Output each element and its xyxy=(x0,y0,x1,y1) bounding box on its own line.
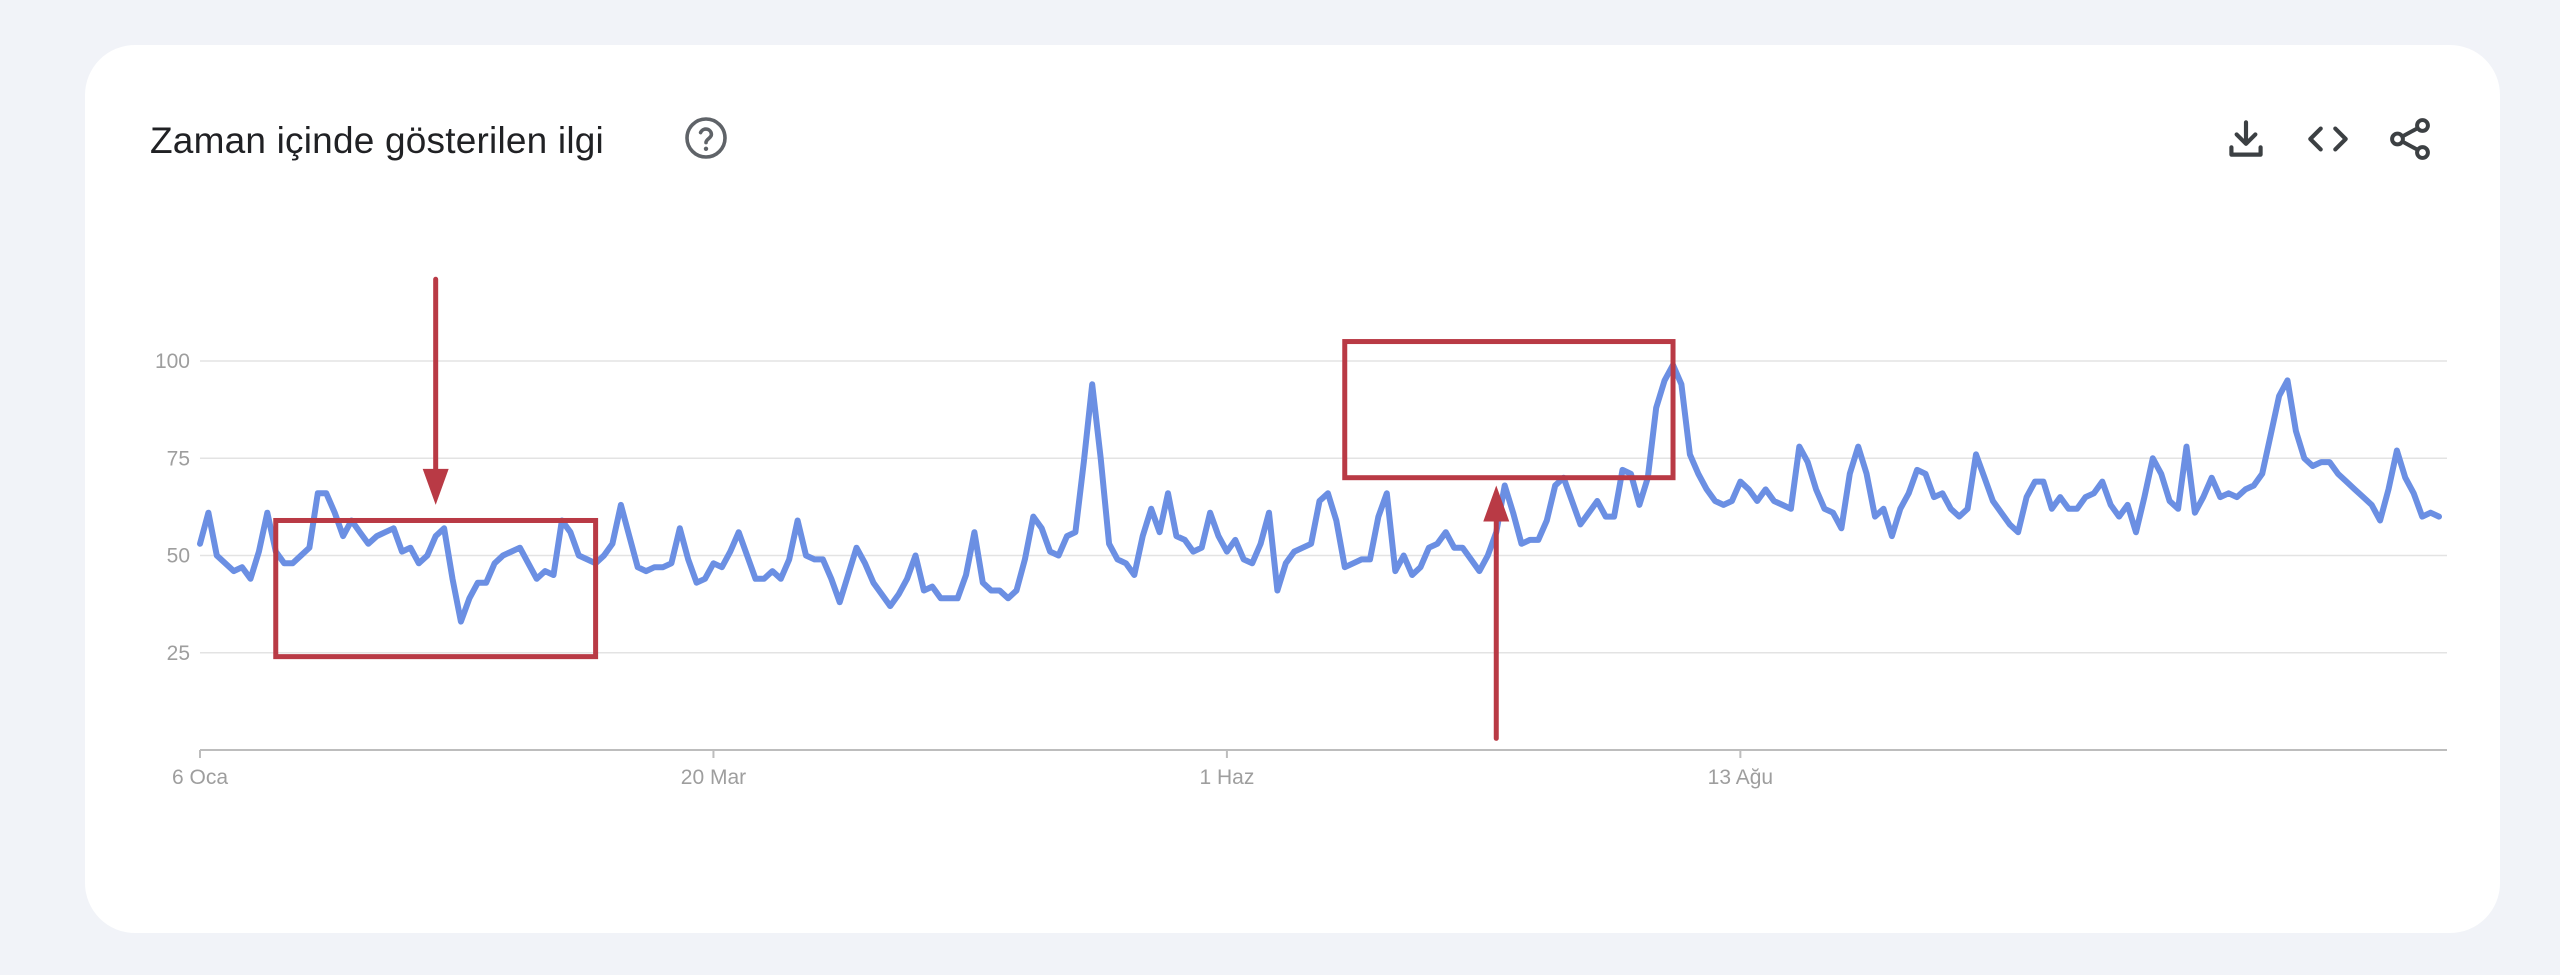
x-tick-label: 20 Mar xyxy=(681,766,746,789)
grid-lines xyxy=(200,360,2447,751)
x-tick-labels: 6 Oca 20 Mar 1 Haz 13 Ağu xyxy=(172,750,1773,789)
y-tick-label: 50 xyxy=(167,545,190,568)
download-icon[interactable] xyxy=(2221,114,2271,164)
series-line xyxy=(197,361,2442,625)
x-tick-label: 6 Oca xyxy=(172,766,228,789)
card-header: Zaman içinde gösterilen ilgi xyxy=(150,110,2435,180)
card-title: Zaman içinde gösterilen ilgi xyxy=(150,120,604,161)
help-circle-icon[interactable] xyxy=(682,114,730,162)
highlight-box xyxy=(273,517,599,660)
y-tick-label: 25 xyxy=(167,642,190,665)
embed-code-icon[interactable] xyxy=(2303,114,2353,164)
y-tick-labels: 25 50 75 100 xyxy=(155,350,190,665)
y-tick-label: 75 xyxy=(167,447,190,470)
highlight-box xyxy=(1342,339,1676,481)
x-tick-label: 1 Haz xyxy=(1199,766,1254,789)
line-chart: 25 50 75 100 6 Oca 20 Mar 1 Haz 13 Ağu xyxy=(155,276,2447,789)
interest-over-time-card: Zaman içinde gösterilen ilgi 25 50 75 100 6… xyxy=(85,45,2500,933)
annotation-arrow xyxy=(1483,485,1510,741)
share-icon[interactable] xyxy=(2385,114,2435,164)
x-tick-label: 13 Ağu xyxy=(1708,766,1773,789)
arrow-head xyxy=(422,468,449,505)
series-layer xyxy=(197,361,2442,625)
y-tick-label: 100 xyxy=(155,350,190,373)
annotation-arrow xyxy=(422,276,449,505)
annotation-layer xyxy=(273,276,1676,741)
arrow-head xyxy=(1483,485,1510,522)
